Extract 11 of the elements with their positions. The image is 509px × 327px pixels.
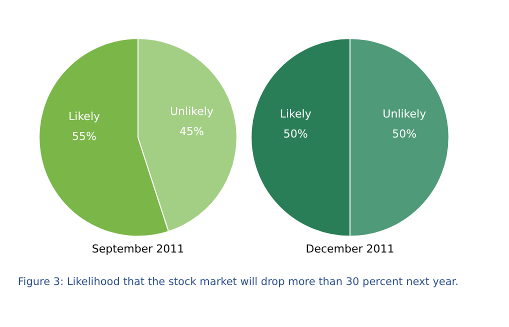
slice-label: Likely [68, 110, 101, 123]
text: December 2011 [306, 242, 394, 256]
data-label: 55% [72, 130, 96, 143]
data-label: 50% [392, 127, 417, 140]
slice-label: Unlikely [170, 104, 214, 118]
data-label: 45% [180, 124, 204, 138]
slice-label: Likely [280, 107, 312, 120]
text: September 2011 [92, 242, 184, 256]
caption: Figure 3: Likelihood that the stock market will drop more than 30 percent next year. [18, 276, 458, 288]
data-label: 50% [283, 127, 308, 140]
slice-label: Unlikely [382, 107, 427, 120]
